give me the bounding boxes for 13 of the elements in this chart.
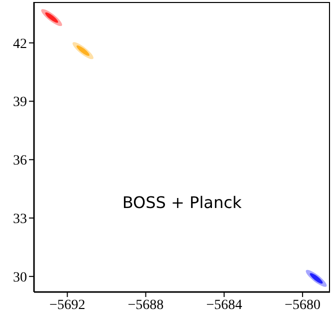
point bbox=[72, 42, 94, 60]
y-tick-label: 39 bbox=[13, 95, 27, 110]
x-tick-label: −5692 bbox=[49, 298, 86, 313]
y-tick-label: 42 bbox=[13, 36, 27, 52]
x-tick-label: −5688 bbox=[128, 298, 164, 313]
y-tick-label: 33 bbox=[13, 212, 27, 228]
x-tick-label: −5680 bbox=[284, 298, 321, 313]
point bbox=[306, 270, 327, 287]
y-tick-label: 30 bbox=[13, 270, 27, 286]
y-tick-label: 36 bbox=[13, 154, 27, 169]
x-tick-label: −5684 bbox=[206, 298, 242, 313]
point bbox=[41, 9, 62, 26]
annotation: BOSS + Planck bbox=[121, 193, 243, 212]
